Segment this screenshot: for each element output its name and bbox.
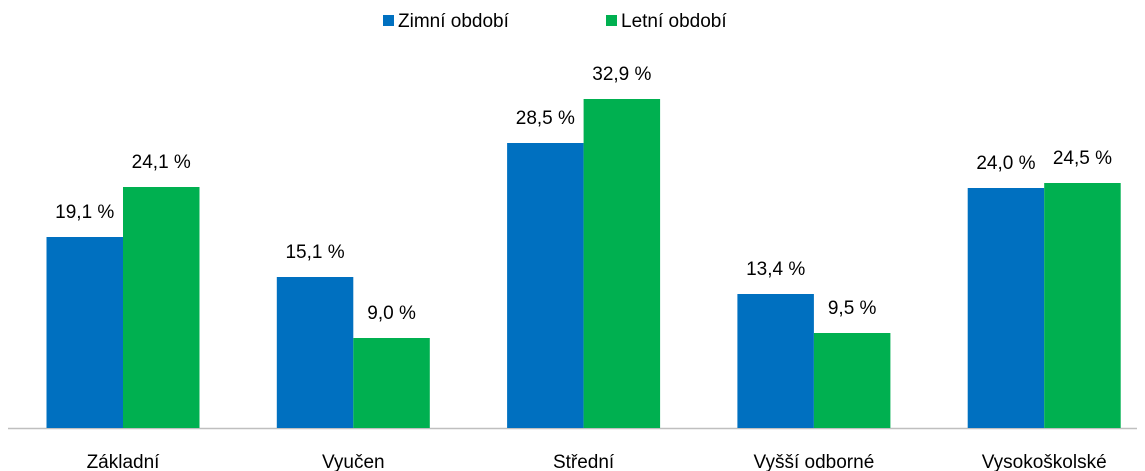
x-tick-label: Vyšší odborné (754, 452, 875, 471)
value-label: 28,5 % (516, 108, 575, 129)
legend-label: Zimní období (398, 11, 510, 32)
bar (353, 338, 430, 428)
x-tick-label: Základní (87, 452, 161, 471)
value-label: 24,5 % (1053, 148, 1112, 169)
value-label: 9,5 % (828, 298, 877, 319)
bar (583, 99, 661, 428)
x-tick-label: Vyučen (322, 452, 385, 471)
x-tick-label: Střední (553, 452, 615, 471)
legend-label: Letní období (621, 11, 727, 32)
value-label: 13,4 % (746, 259, 805, 280)
bar (276, 277, 354, 428)
bar (737, 294, 814, 428)
value-label: 24,0 % (976, 153, 1035, 174)
bar (123, 187, 200, 428)
bar (967, 188, 1045, 428)
value-label: 15,1 % (285, 242, 344, 263)
x-tick-label: Vysokoškolské (982, 452, 1107, 471)
value-label: 19,1 % (55, 202, 114, 223)
value-label: 32,9 % (592, 64, 651, 85)
value-label: 24,1 % (132, 152, 191, 173)
bar (507, 143, 584, 428)
legend-swatch (606, 15, 617, 26)
value-label: 9,0 % (367, 303, 416, 324)
legend-swatch (383, 15, 394, 26)
bar (1044, 183, 1121, 428)
bar (813, 333, 891, 428)
bar (46, 237, 123, 428)
